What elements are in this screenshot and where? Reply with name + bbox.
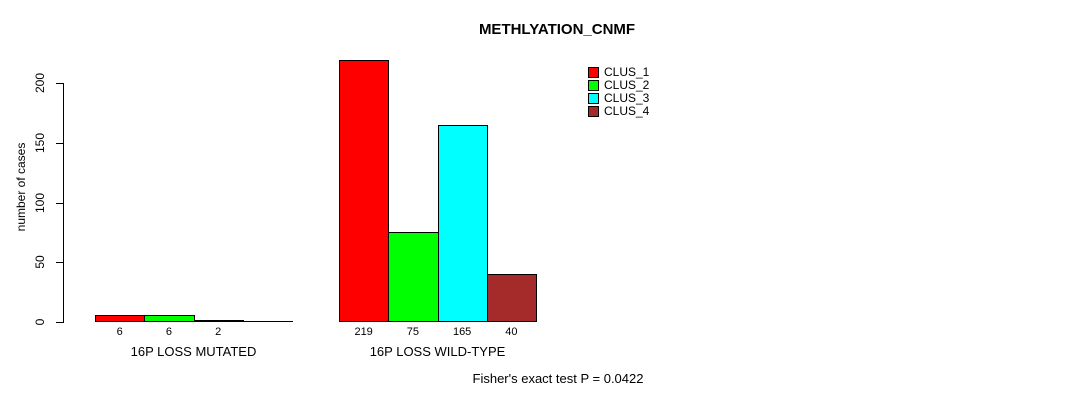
bar-clus_4-1-zero <box>242 321 293 322</box>
y-tick-label: 100 <box>33 192 47 213</box>
bar-value-label: 40 <box>505 326 518 338</box>
y-axis-title: number of cases <box>14 142 28 232</box>
legend: CLUS_1 CLUS_2 CLUS_3 CLUS_4 <box>588 66 649 118</box>
bar-value-label: 165 <box>452 326 472 338</box>
y-tick-label: 200 <box>33 72 47 94</box>
bar-clus_3-2 <box>437 125 488 322</box>
bar-clus_4-2 <box>486 274 537 322</box>
group-label: 16P LOSS MUTATED <box>130 344 257 359</box>
y-tick-label: 0 <box>33 318 47 326</box>
legend-swatch-clus_4 <box>588 106 599 117</box>
legend-label: CLUS_4 <box>604 104 650 118</box>
bar-clus_2-2 <box>388 232 439 322</box>
legend-item: CLUS_2 <box>588 79 649 92</box>
y-axis-line <box>63 83 64 323</box>
y-tick <box>56 322 63 323</box>
legend-item: CLUS_4 <box>588 105 649 118</box>
bar-clus_1-2 <box>339 60 390 322</box>
legend-swatch-clus_3 <box>588 93 599 104</box>
bar-value-label: 6 <box>116 326 123 338</box>
legend-item: CLUS_3 <box>588 92 649 105</box>
y-tick-label: 50 <box>33 255 47 269</box>
fisher-test-annotation: Fisher's exact test P = 0.0422 <box>472 371 644 386</box>
legend-swatch-clus_1 <box>588 67 599 78</box>
bar-value-label: 219 <box>354 326 373 338</box>
bar-clus_1-1 <box>95 315 146 322</box>
y-tick-label: 150 <box>33 132 47 153</box>
chart-title: METHLYATION_CNMF <box>478 21 636 38</box>
bar-clus_2-1 <box>144 315 195 322</box>
legend-item: CLUS_1 <box>588 66 649 79</box>
legend-label: CLUS_3 <box>604 91 650 105</box>
bar-value-label: 75 <box>406 326 419 338</box>
legend-swatch-clus_2 <box>588 80 599 91</box>
legend-label: CLUS_2 <box>604 78 650 92</box>
bar-value-label: 2 <box>215 326 222 338</box>
y-tick <box>56 202 63 204</box>
group-label: 16P LOSS WILD-TYPE <box>369 344 506 359</box>
y-tick <box>56 83 63 84</box>
bar-clus_3-1 <box>193 320 244 322</box>
legend-label: CLUS_1 <box>604 65 650 79</box>
y-tick <box>56 262 63 264</box>
bar-value-label: 6 <box>165 326 172 338</box>
y-tick <box>56 142 63 144</box>
